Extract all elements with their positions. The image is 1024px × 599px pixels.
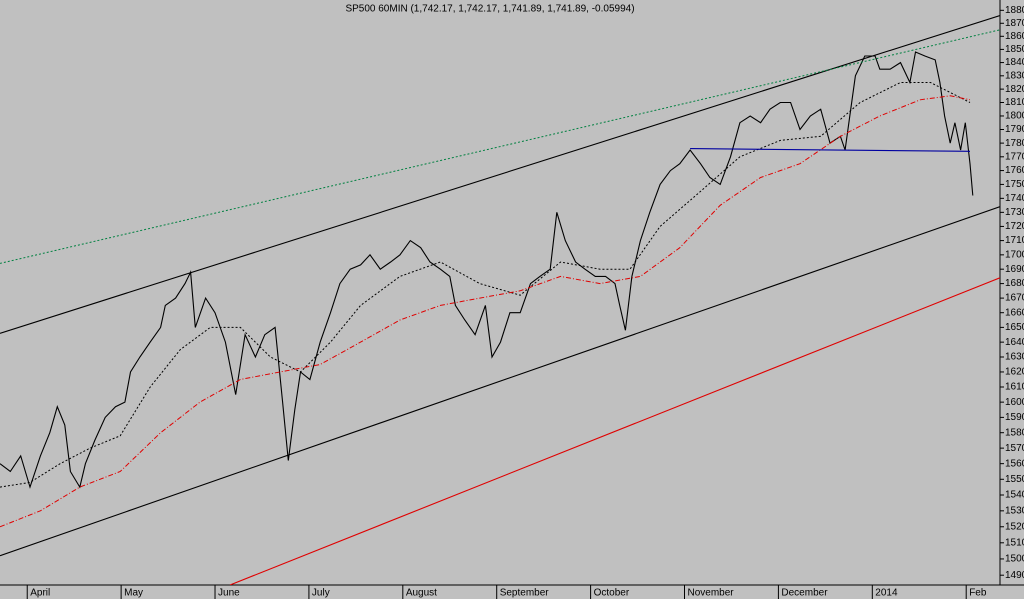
series-line <box>0 29 1000 264</box>
y-tick-label: 1840 <box>1005 57 1024 68</box>
y-tick-label: 1860 <box>1005 31 1024 42</box>
chart-title: SP500 60MIN (1,742.17, 1,742.17, 1,741.8… <box>345 4 634 15</box>
y-tick-label: 1880 <box>1005 5 1024 16</box>
y-tick-label: 1490 <box>1005 570 1024 581</box>
y-tick-label: 1780 <box>1005 138 1024 149</box>
y-tick-label: 1580 <box>1005 427 1024 438</box>
x-tick-label: May <box>124 588 143 599</box>
y-tick-label: 1600 <box>1005 397 1024 408</box>
x-tick-label: April <box>30 588 50 599</box>
y-tick-label: 1870 <box>1005 18 1024 29</box>
y-tick-label: 1550 <box>1005 474 1024 485</box>
x-tick-label: July <box>312 588 330 599</box>
y-tick-label: 1610 <box>1005 382 1024 393</box>
y-tick-label: 1790 <box>1005 124 1024 135</box>
y-tick-label: 1510 <box>1005 537 1024 548</box>
series-line <box>229 277 1000 585</box>
y-tick-label: 1530 <box>1005 505 1024 516</box>
y-tick-label: 1700 <box>1005 249 1024 260</box>
series-line <box>0 206 1000 557</box>
y-tick-label: 1830 <box>1005 70 1024 81</box>
y-tick-label: 1750 <box>1005 179 1024 190</box>
y-tick-label: 1810 <box>1005 97 1024 108</box>
y-tick-label: 1570 <box>1005 443 1024 454</box>
x-tick-label: December <box>781 588 828 599</box>
y-tick-label: 1760 <box>1005 165 1024 176</box>
y-tick-label: 1670 <box>1005 293 1024 304</box>
y-tick-label: 1590 <box>1005 412 1024 423</box>
x-tick-label: November <box>688 588 735 599</box>
x-tick-label: October <box>594 588 630 599</box>
y-tick-label: 1640 <box>1005 337 1024 348</box>
x-tick-label: June <box>218 588 240 599</box>
y-tick-label: 1740 <box>1005 193 1024 204</box>
y-tick-label: 1520 <box>1005 521 1024 532</box>
y-tick-label: 1850 <box>1005 44 1024 55</box>
y-tick-label: 1720 <box>1005 221 1024 232</box>
x-tick-label: September <box>500 588 550 599</box>
y-tick-label: 1680 <box>1005 278 1024 289</box>
y-tick-label: 1620 <box>1005 367 1024 378</box>
x-tick-label: 2014 <box>875 588 898 599</box>
x-tick-label: August <box>406 588 437 599</box>
y-tick-label: 1500 <box>1005 554 1024 565</box>
y-tick-label: 1770 <box>1005 151 1024 162</box>
y-tick-label: 1650 <box>1005 322 1024 333</box>
y-tick-label: 1820 <box>1005 84 1024 95</box>
y-tick-label: 1690 <box>1005 264 1024 275</box>
series-line <box>0 95 971 528</box>
series-line <box>690 148 971 152</box>
series-line <box>0 14 1000 334</box>
y-tick-label: 1540 <box>1005 490 1024 501</box>
y-tick-label: 1800 <box>1005 111 1024 122</box>
y-tick-label: 1630 <box>1005 352 1024 363</box>
series-line <box>0 51 974 489</box>
y-tick-label: 1730 <box>1005 207 1024 218</box>
y-tick-label: 1560 <box>1005 458 1024 469</box>
y-tick-label: 1660 <box>1005 307 1024 318</box>
x-tick-label: Feb <box>969 588 987 599</box>
y-tick-label: 1710 <box>1005 235 1024 246</box>
